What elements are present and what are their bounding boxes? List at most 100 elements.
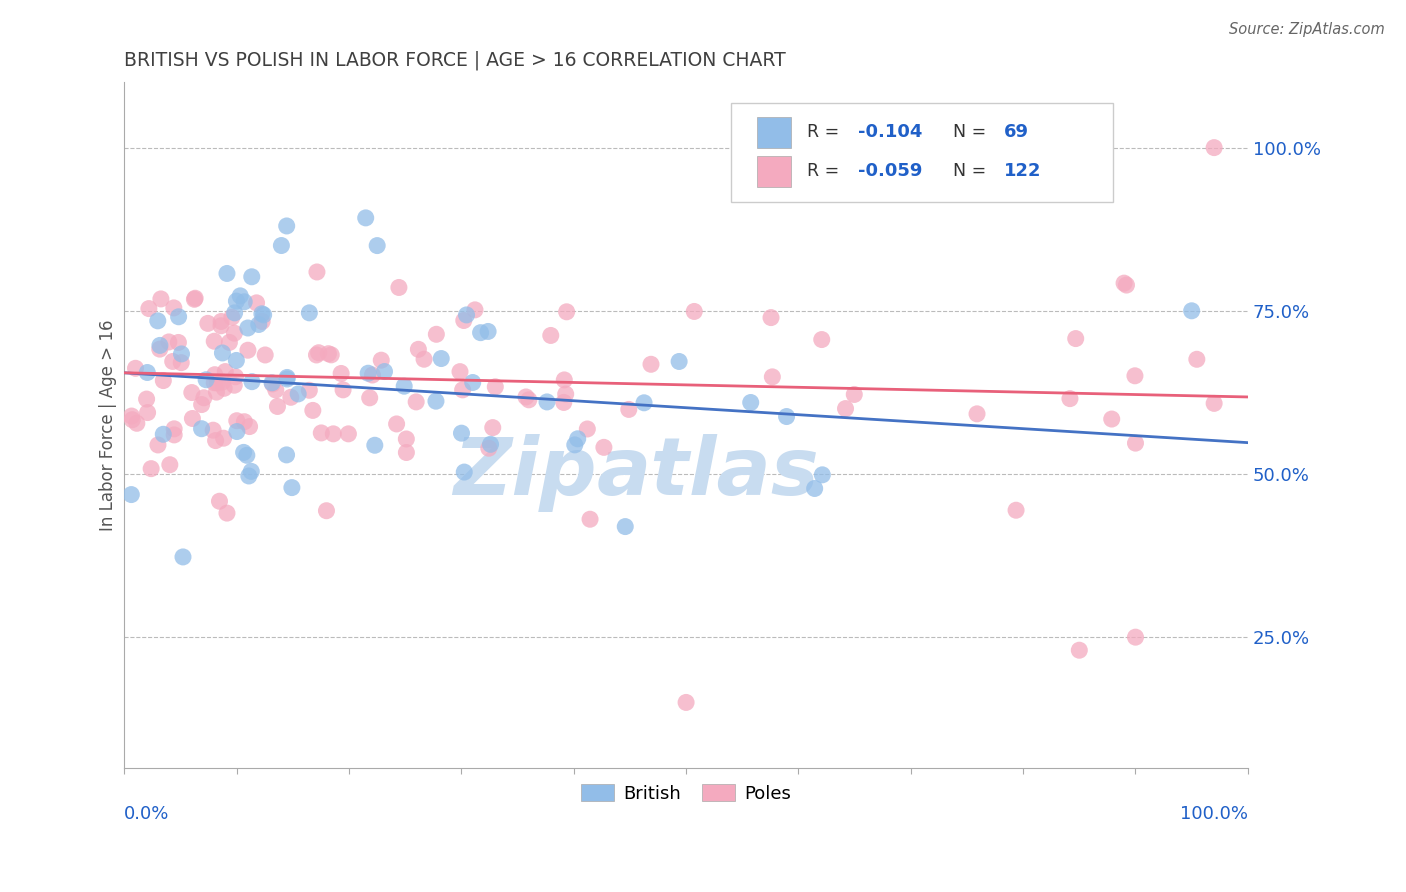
Point xyxy=(593,441,616,455)
Point xyxy=(359,391,381,405)
Point xyxy=(183,293,205,307)
Point xyxy=(330,367,353,381)
Point xyxy=(456,308,478,322)
Point xyxy=(208,494,231,508)
Text: N =: N = xyxy=(953,162,993,180)
Point xyxy=(775,409,797,424)
Point xyxy=(202,376,225,390)
Point xyxy=(553,395,575,409)
Point xyxy=(204,434,226,448)
Point xyxy=(683,304,706,318)
Point xyxy=(280,390,302,404)
Point xyxy=(152,374,174,388)
Legend: British, Poles: British, Poles xyxy=(574,777,799,810)
Point xyxy=(478,441,501,455)
Point xyxy=(209,314,232,328)
Point xyxy=(276,372,298,386)
Point xyxy=(675,695,697,709)
Point xyxy=(1125,630,1147,644)
Point xyxy=(553,373,575,387)
Point xyxy=(633,396,655,410)
Point xyxy=(238,469,260,483)
Point xyxy=(479,437,502,451)
FancyBboxPatch shape xyxy=(731,103,1114,202)
Point xyxy=(315,504,337,518)
Point xyxy=(481,420,503,434)
Point xyxy=(276,370,298,384)
Text: N =: N = xyxy=(953,123,993,141)
Point xyxy=(205,385,228,400)
Point xyxy=(262,376,284,391)
Point xyxy=(149,338,172,352)
Point xyxy=(266,400,288,414)
Text: 122: 122 xyxy=(1004,162,1042,180)
Text: R =: R = xyxy=(807,162,845,180)
Point xyxy=(124,361,146,376)
Point xyxy=(364,438,387,452)
Point xyxy=(250,307,273,321)
Point xyxy=(515,390,537,404)
Point xyxy=(1125,436,1147,450)
Point xyxy=(190,422,212,436)
Point xyxy=(170,356,193,370)
Point xyxy=(225,353,247,368)
Point xyxy=(215,506,238,520)
Point xyxy=(163,301,186,315)
Point xyxy=(233,415,256,429)
Point xyxy=(354,211,377,225)
Point xyxy=(163,422,186,436)
Point xyxy=(470,326,492,340)
Point xyxy=(640,357,662,371)
Text: 100.0%: 100.0% xyxy=(1180,805,1249,823)
Point xyxy=(740,395,762,409)
Point xyxy=(370,353,392,368)
Point xyxy=(136,366,159,380)
Point xyxy=(564,438,586,452)
Point xyxy=(477,325,499,339)
Point xyxy=(159,458,181,472)
Point xyxy=(668,354,690,368)
Point xyxy=(212,381,235,395)
Point xyxy=(209,318,232,333)
Point xyxy=(245,296,267,310)
Point xyxy=(464,302,486,317)
Point xyxy=(301,403,323,417)
Point xyxy=(305,348,328,362)
Point xyxy=(211,346,233,360)
Point xyxy=(247,318,270,332)
Point xyxy=(170,347,193,361)
Point xyxy=(215,267,238,281)
Point xyxy=(834,401,856,416)
Point xyxy=(1204,140,1226,154)
Point xyxy=(413,352,436,367)
Point xyxy=(1204,396,1226,410)
Point xyxy=(337,426,360,441)
Point xyxy=(276,219,298,233)
Point xyxy=(361,368,384,382)
Point xyxy=(240,375,263,389)
Point xyxy=(149,292,172,306)
Point xyxy=(1112,276,1135,290)
Point xyxy=(236,321,259,335)
Point xyxy=(236,343,259,358)
Text: -0.059: -0.059 xyxy=(858,162,922,180)
Point xyxy=(221,310,243,325)
Point xyxy=(167,310,190,324)
Y-axis label: In Labor Force | Age > 16: In Labor Force | Age > 16 xyxy=(100,319,117,531)
Point xyxy=(450,426,472,441)
Point xyxy=(554,387,576,401)
Point xyxy=(211,375,233,389)
Point xyxy=(357,366,380,380)
Point xyxy=(180,385,202,400)
Point xyxy=(163,428,186,442)
Text: Zip: Zip xyxy=(453,434,596,512)
Point xyxy=(1059,392,1081,406)
Point xyxy=(395,445,418,459)
Point xyxy=(408,343,430,357)
Point xyxy=(617,402,640,417)
Point xyxy=(193,391,215,405)
Point xyxy=(453,465,475,479)
Point xyxy=(966,407,988,421)
Point xyxy=(152,427,174,442)
Point xyxy=(167,335,190,350)
